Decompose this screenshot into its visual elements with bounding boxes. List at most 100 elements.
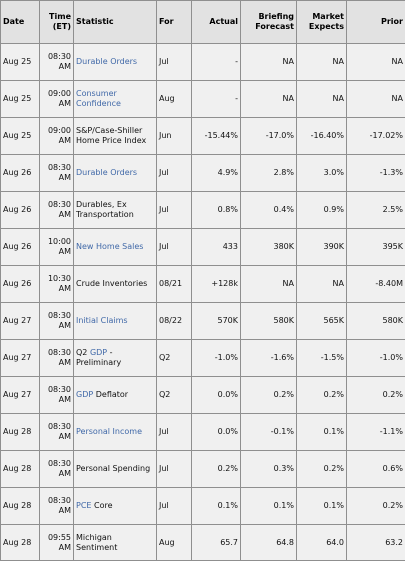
- row-date: Aug 25: [0, 117, 40, 155]
- row-date: Aug 26: [0, 265, 40, 303]
- statistic-suffix: Deflator: [93, 390, 129, 399]
- row-time-ampm: AM: [58, 136, 71, 145]
- table-row: Aug 27 08:30 AM Q2 GDP - Preliminary Q2 -1.0%…: [0, 339, 405, 377]
- row-market-expects: 565K: [296, 302, 347, 340]
- row-statistic: S&P/Case-Shiller Home Price Index: [73, 117, 157, 155]
- row-time-ampm: AM: [58, 247, 71, 256]
- table-row: Aug 26 10:00 AM New Home Sales Jul 433 380K 390…: [0, 228, 405, 266]
- row-time-ampm: AM: [58, 469, 71, 478]
- row-time-value: 08:30: [47, 163, 71, 172]
- row-actual: 0.0%: [191, 376, 241, 414]
- table-row: Aug 28 08:30 AM Personal Income Jul 0.0% -0.1%…: [0, 413, 405, 451]
- row-for: Q2: [156, 376, 192, 414]
- row-prior: NA: [346, 43, 405, 81]
- row-statistic: Durable Orders: [73, 43, 157, 81]
- header-row: Date Time (ET) Statistic For Actual Brie…: [0, 0, 405, 44]
- statistic-link[interactable]: Personal Income: [76, 427, 142, 436]
- row-for: Jul: [156, 487, 192, 525]
- row-prior: NA: [346, 80, 405, 118]
- row-briefing-forecast: NA: [240, 43, 297, 81]
- row-market-expects: 390K: [296, 228, 347, 266]
- row-market-expects: 0.1%: [296, 487, 347, 525]
- row-market-expects: NA: [296, 43, 347, 81]
- row-date: Aug 25: [0, 43, 40, 81]
- table-row: Aug 25 08:30 AM Durable Orders Jul - NA NA NA: [0, 43, 405, 81]
- row-actual: +128k: [191, 265, 241, 303]
- table-row: Aug 26 10:30 AM Crude Inventories 08/21 +128k…: [0, 265, 405, 303]
- row-time-value: 08:30: [47, 311, 71, 320]
- row-briefing-forecast: 0.4%: [240, 191, 297, 229]
- statistic-link[interactable]: Durable Orders: [76, 168, 138, 177]
- row-time-value: 10:00: [47, 237, 71, 246]
- row-market-expects: 64.0: [296, 524, 347, 561]
- statistic-link[interactable]: GDP: [89, 348, 108, 357]
- statistic-label: Personal Spending: [76, 464, 151, 473]
- row-time: 09:55 AM: [39, 524, 74, 561]
- row-market-expects: 3.0%: [296, 154, 347, 192]
- row-market-expects: -16.40%: [296, 117, 347, 155]
- row-for: Jun: [156, 117, 192, 155]
- row-briefing-forecast: 0.2%: [240, 376, 297, 414]
- statistic-link[interactable]: PCE: [76, 501, 92, 510]
- row-prior: -17.02%: [346, 117, 405, 155]
- statistic-label: Crude Inventories: [76, 279, 148, 288]
- row-prior: 0.6%: [346, 450, 405, 488]
- row-briefing-forecast: 2.8%: [240, 154, 297, 192]
- row-time: 10:30 AM: [39, 265, 74, 303]
- row-for: Aug: [156, 524, 192, 561]
- table-row: Aug 26 08:30 AM Durables, Ex Transportation…: [0, 191, 405, 229]
- row-time: 08:30 AM: [39, 450, 74, 488]
- row-briefing-forecast: NA: [240, 265, 297, 303]
- row-time-ampm: AM: [58, 506, 71, 515]
- row-time: 08:30 AM: [39, 43, 74, 81]
- row-prior: 0.2%: [346, 376, 405, 414]
- table-row: Aug 26 08:30 AM Durable Orders Jul 4.9% 2.8% 3.…: [0, 154, 405, 192]
- row-date: Aug 27: [0, 339, 40, 377]
- row-time-ampm: AM: [58, 542, 71, 552]
- row-for: 08/21: [156, 265, 192, 303]
- statistic-link[interactable]: Initial Claims: [76, 316, 128, 325]
- row-date: Aug 25: [0, 80, 40, 118]
- row-for: Jul: [156, 43, 192, 81]
- row-time-value: 08:30: [47, 459, 71, 468]
- table-body: Aug 25 08:30 AM Durable Orders Jul - NA NA NA Aug…: [0, 43, 405, 561]
- statistic-link[interactable]: Durable Orders: [76, 57, 138, 66]
- row-time-value: 09:00: [47, 89, 71, 98]
- statistic-link[interactable]: GDP: [76, 390, 94, 399]
- row-briefing-forecast: 380K: [240, 228, 297, 266]
- row-briefing-forecast: 0.1%: [240, 487, 297, 525]
- row-actual: 0.0%: [191, 413, 241, 451]
- row-briefing-forecast: NA: [240, 80, 297, 118]
- row-time-ampm: AM: [58, 173, 71, 182]
- statistic-label: Michigan Sentiment: [76, 532, 118, 552]
- row-time: 08:30 AM: [39, 191, 74, 229]
- row-actual: 4.9%: [191, 154, 241, 192]
- row-prior: 0.2%: [346, 487, 405, 525]
- row-actual: -: [191, 80, 241, 118]
- row-date: Aug 27: [0, 302, 40, 340]
- header-for: For: [156, 0, 192, 44]
- statistic-link[interactable]: Consumer Confidence: [76, 89, 121, 108]
- row-time-value: 10:30: [47, 274, 71, 283]
- row-statistic: New Home Sales: [73, 228, 157, 266]
- row-prior: -1.3%: [346, 154, 405, 192]
- statistic-link[interactable]: New Home Sales: [76, 242, 144, 251]
- row-for: Jul: [156, 228, 192, 266]
- row-time-ampm: AM: [58, 62, 71, 71]
- row-time-value: 08:30: [47, 496, 71, 505]
- row-time-ampm: AM: [58, 210, 71, 219]
- row-prior: -1.1%: [346, 413, 405, 451]
- row-prior: -1.0%: [346, 339, 405, 377]
- row-time: 10:00 AM: [39, 228, 74, 266]
- row-time: 09:00 AM: [39, 80, 74, 118]
- row-time-ampm: AM: [58, 99, 71, 108]
- row-date: Aug 27: [0, 376, 40, 414]
- header-briefing-forecast: Briefing Forecast: [240, 0, 297, 44]
- header-date: Date: [0, 0, 40, 44]
- row-briefing-forecast: 580K: [240, 302, 297, 340]
- table-row: Aug 25 09:00 AM S&P/Case-Shiller Home Price…: [0, 117, 405, 155]
- row-for: Q2: [156, 339, 192, 377]
- row-date: Aug 28: [0, 524, 40, 561]
- row-for: Jul: [156, 154, 192, 192]
